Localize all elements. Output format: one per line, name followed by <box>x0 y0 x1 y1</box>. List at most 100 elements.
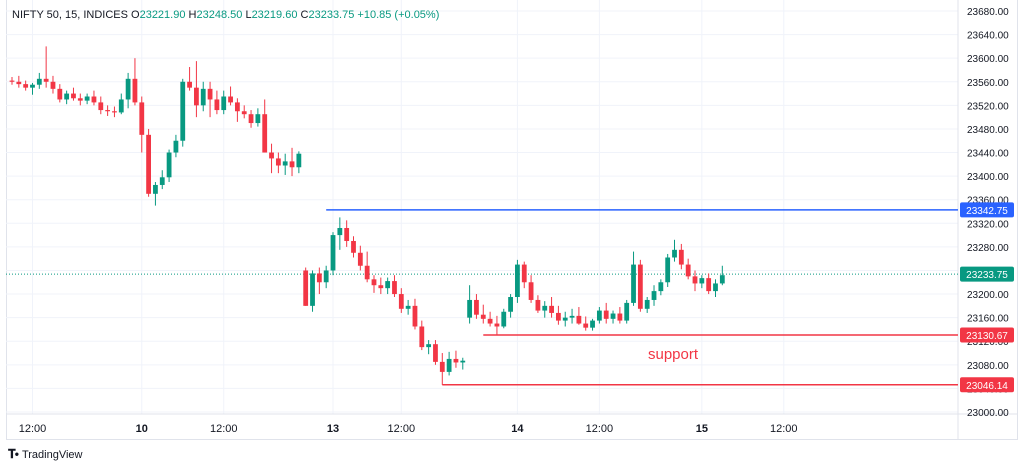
support-label: support <box>648 346 699 363</box>
candle-body <box>378 285 384 289</box>
change-value: +10.85 (+0.05%) <box>357 9 440 21</box>
candle-body <box>549 305 554 313</box>
candle-body <box>221 96 227 111</box>
open-label: O <box>131 9 140 21</box>
level-price-tag <box>960 327 1014 343</box>
y-tick-label: 23440.00 <box>967 149 1009 160</box>
candle-body <box>617 313 623 321</box>
candle-body <box>125 78 131 100</box>
candle-body <box>16 81 22 85</box>
x-tick-label: 12:00 <box>388 423 416 435</box>
candle-body <box>371 279 377 286</box>
candle-body <box>303 270 309 306</box>
y-tick-label: 23560.00 <box>967 78 1009 89</box>
candle-body <box>569 315 575 318</box>
y-tick-label: 23080.00 <box>967 361 1009 372</box>
candle-body <box>405 305 411 309</box>
y-tick-label: 23520.00 <box>967 101 1009 112</box>
symbol-legend: NIFTY 50, 15, INDICES O23221.90 H23248.5… <box>12 9 439 21</box>
candle-body <box>71 93 76 99</box>
x-tick-label: 12:00 <box>586 423 614 435</box>
candle-body <box>228 96 233 103</box>
candle-body <box>214 99 220 111</box>
chart-frame <box>6 0 1018 440</box>
candle-body <box>200 88 206 106</box>
candle-body <box>658 282 664 292</box>
candle-body <box>23 84 29 88</box>
high-label: H <box>188 9 197 21</box>
candle-body <box>275 158 281 166</box>
tradingview-logo-icon: 𝐓• <box>8 447 19 461</box>
candle-body <box>678 249 684 265</box>
candle-body <box>180 81 186 141</box>
candle-body <box>460 360 466 363</box>
candle-body <box>36 78 42 85</box>
candle-body <box>535 299 541 311</box>
candle-body <box>139 102 145 135</box>
candle-body <box>310 273 315 306</box>
candle-body <box>583 323 589 328</box>
close-value: 23233.75 <box>308 9 355 21</box>
candle-body <box>255 114 261 124</box>
candle-body <box>453 358 459 363</box>
candle-body <box>719 275 725 284</box>
brand-name: TradingView <box>21 448 83 461</box>
y-tick-label: 23320.00 <box>967 219 1009 230</box>
tradingview-brand[interactable]: 𝐓• TradingView <box>8 447 82 462</box>
x-tick-label: 12:00 <box>19 423 47 435</box>
candle-body <box>474 299 479 315</box>
candle-body <box>187 81 192 88</box>
candle-body <box>194 87 199 106</box>
candle-body <box>234 102 240 112</box>
y-tick-label: 23200.00 <box>967 290 1009 301</box>
level-price-tag-label: 23130.67 <box>966 331 1008 342</box>
candle-body <box>467 299 473 318</box>
candle-body <box>91 96 97 103</box>
x-tick-label: 12:00 <box>770 423 798 435</box>
level-price-tag-label: 23046.14 <box>966 381 1008 392</box>
candle-body <box>542 305 548 311</box>
candle-body <box>419 326 425 348</box>
candle-body <box>146 134 151 194</box>
candle-body <box>392 281 397 295</box>
candle-body <box>57 88 63 100</box>
candle-body <box>672 249 677 258</box>
level-price-tag <box>960 377 1014 393</box>
candle-body <box>344 228 350 241</box>
candle-body <box>651 291 657 300</box>
candle-body <box>699 278 705 284</box>
y-tick-label: 23360.00 <box>967 196 1009 207</box>
y-tick-label: 23160.00 <box>967 314 1009 325</box>
candle-body <box>494 323 500 327</box>
candle-body <box>528 282 534 300</box>
candle-body <box>480 314 486 319</box>
candle-body <box>398 294 404 309</box>
candle-body <box>118 99 124 113</box>
candle-body <box>173 140 179 153</box>
candle-body <box>487 318 493 324</box>
candle-body <box>665 257 671 283</box>
candle-body <box>43 78 49 82</box>
candle-body <box>77 98 83 101</box>
candle-body <box>433 344 438 362</box>
candle-body <box>446 358 452 372</box>
y-tick-label: 23680.00 <box>967 7 1009 18</box>
candle-body <box>685 264 691 277</box>
candle-body <box>385 281 391 289</box>
candle-body <box>364 265 370 280</box>
symbol-name[interactable]: NIFTY 50, 15, INDICES <box>12 9 128 21</box>
candle-body <box>501 311 507 327</box>
candle-body <box>64 93 70 100</box>
candle-body <box>105 110 111 112</box>
candle-body <box>596 310 602 321</box>
candle-body <box>426 344 432 348</box>
candle-body <box>631 264 636 303</box>
y-tick-label: 23400.00 <box>967 172 1009 183</box>
x-tick-label: 13 <box>327 423 339 435</box>
y-tick-label: 23120.00 <box>967 337 1009 348</box>
candle-body <box>241 111 247 115</box>
low-label: L <box>245 9 252 21</box>
candlestick-chart[interactable]: support 23680.00 23640.00 23600.00 23560.00 2… <box>0 0 1024 440</box>
candle-body <box>262 114 268 153</box>
candle-body <box>603 310 609 319</box>
